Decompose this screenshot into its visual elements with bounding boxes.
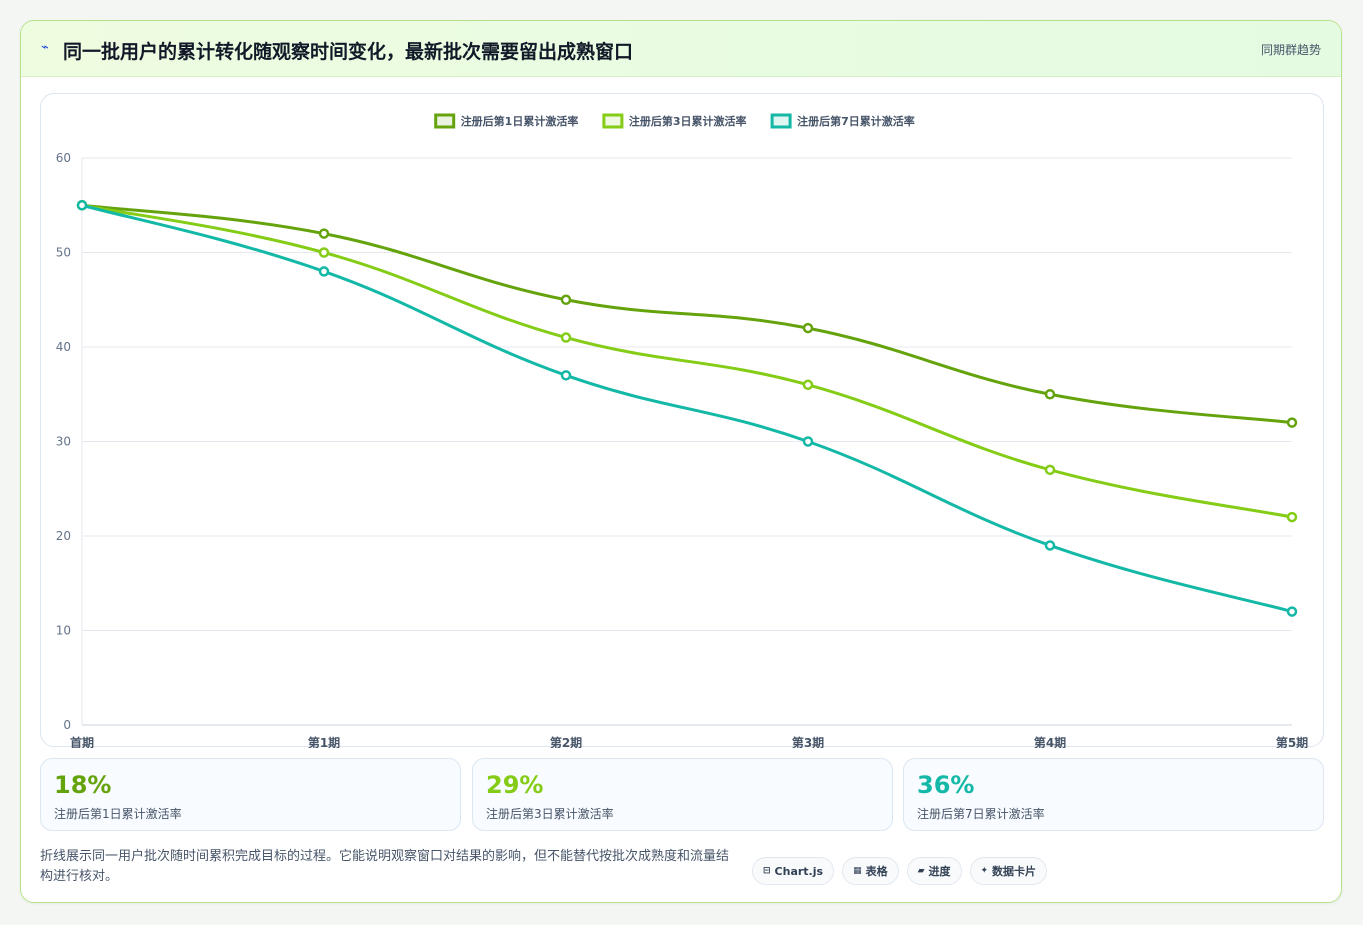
feature-tags: ⊟ Chart.js ▦ 表格 ▰ 进度 ✦ 数据卡片 [752,857,1048,885]
data-point [560,294,572,305]
legend-swatch [602,113,624,129]
stat-card-3: 36% 注册后第7日累计激活率 [903,758,1324,831]
data-point [1286,606,1298,617]
tag-table[interactable]: ▦ 表格 [842,857,899,885]
line-chart: 0 10 20 30 40 50 60 首期 第1期 第2期 第3期 第4期 第5期 注册后第1日累计激活… [56,113,1308,748]
tag-label: 表格 [865,865,888,878]
stat-card-1: 18% 注册后第1日累计激活率 [40,758,461,831]
data-point [318,266,330,277]
tag-chartjs[interactable]: ⊟ Chart.js [752,857,835,885]
data-point [318,247,330,258]
x-tick-label: 首期 [70,735,94,748]
trend-icon: ⌁ [41,40,49,55]
x-tick-label: 第1期 [308,735,340,748]
y-tick-label: 40 [56,340,71,354]
series-line-2 [81,203,1293,519]
stat-card-2: 29% 注册后第3日累计激活率 [472,758,893,831]
stat-value: 29% [486,771,544,799]
y-tick-label: 30 [56,435,71,449]
data-point [1286,511,1298,523]
table-icon: ▦ [853,866,862,876]
data-point [1044,540,1056,551]
tag-progress[interactable]: ▰ 进度 [906,857,962,885]
y-tick-label: 60 [56,151,71,165]
x-tick-label: 第4期 [1034,735,1066,748]
data-point [802,379,814,391]
tag-label: Chart.js [774,864,824,878]
x-tick-label: 第5期 [1276,735,1308,748]
data-point [560,370,572,381]
card-icon: ✦ [980,866,989,876]
y-tick-label: 20 [56,529,71,543]
chart-icon: ⊟ [763,866,771,876]
card-title: 同一批用户的累计转化随观察时间变化，最新批次需要留出成熟窗口 [63,41,634,63]
stat-label: 注册后第1日累计激活率 [54,807,182,821]
y-tick-label: 50 [56,246,71,260]
legend-swatch [434,113,456,129]
series-line-1 [81,203,1293,425]
stat-value: 18% [54,771,112,799]
data-point [1286,417,1298,428]
data-point [1044,464,1056,476]
chart-footnote: 折线展示同一用户批次随时间累积完成目标的过程。它能说明观察窗口对结果的影响，但不… [40,849,730,884]
data-point [560,332,572,343]
x-tick-label: 第2期 [550,735,582,748]
tag-data-card[interactable]: ✦ 数据卡片 [969,857,1048,885]
tag-label: 进度 [928,865,951,878]
stat-label: 注册后第7日累计激活率 [917,807,1045,821]
chart-panel: 0 10 20 30 40 50 60 首期 第1期 第2期 第3期 第4期 第5期 注册后第1日累计激活… [40,93,1324,748]
legend-label: 注册后第3日累计激活率 [629,114,747,128]
series-line-3 [81,203,1293,614]
stat-value: 36% [917,771,975,799]
card-header: ⌁ 同一批用户的累计转化随观察时间变化，最新批次需要留出成熟窗口 同期群趋势 [21,21,1341,77]
legend-label: 注册后第1日累计激活率 [461,114,579,128]
progress-icon: ▰ [917,866,925,876]
data-point [318,228,330,239]
y-tick-label: 10 [56,624,71,638]
stat-label: 注册后第3日累计激活率 [486,807,614,821]
legend-label: 注册后第7日累计激活率 [797,114,915,128]
tag-label: 数据卡片 [992,865,1037,878]
data-point [1044,389,1056,400]
data-point [802,322,814,334]
legend-swatch [770,113,792,129]
cohort-card: ⌁ 同一批用户的累计转化随观察时间变化，最新批次需要留出成熟窗口 同期群趋势 0… [20,20,1342,903]
header-tag: 同期群趋势 [1260,43,1321,57]
data-point [802,436,814,447]
x-tick-label: 第3期 [792,735,824,748]
data-point [76,200,88,211]
y-tick-label: 0 [63,718,71,732]
